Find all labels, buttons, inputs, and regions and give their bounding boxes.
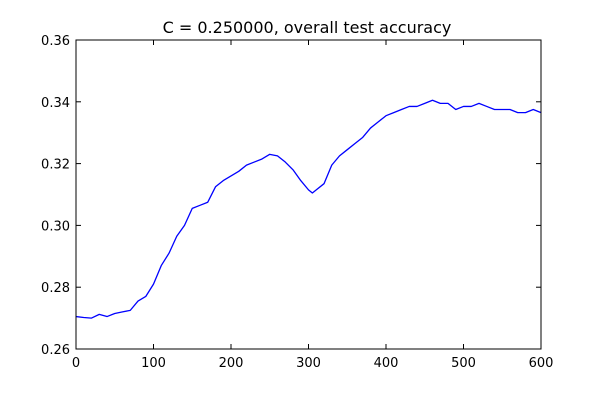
x-tick-label: 300 bbox=[296, 356, 321, 371]
y-tick-label: 0.36 bbox=[41, 34, 70, 49]
y-tick-label: 0.26 bbox=[41, 343, 70, 358]
plot-frame bbox=[75, 39, 542, 350]
x-tick-label: 600 bbox=[529, 356, 554, 371]
y-tick-label: 0.32 bbox=[41, 158, 70, 173]
x-tick-label: 100 bbox=[141, 356, 166, 371]
series-layer bbox=[75, 99, 542, 319]
axis-ticks: 0 100 200 300 400 500 600 0.26 0.28 0.30 0.32 0.34 0… bbox=[41, 34, 553, 371]
x-tick-label: 500 bbox=[451, 356, 476, 371]
chart-title: C = 0.250000, overall test accuracy bbox=[163, 18, 452, 37]
series-line bbox=[75, 99, 542, 319]
x-tick-label: 0 bbox=[72, 356, 80, 371]
y-tick-label: 0.30 bbox=[41, 219, 70, 234]
x-tick-label: 200 bbox=[219, 356, 244, 371]
y-tick-label: 0.28 bbox=[41, 281, 70, 296]
x-tick-label: 400 bbox=[374, 356, 399, 371]
y-tick-label: 0.34 bbox=[41, 96, 70, 111]
